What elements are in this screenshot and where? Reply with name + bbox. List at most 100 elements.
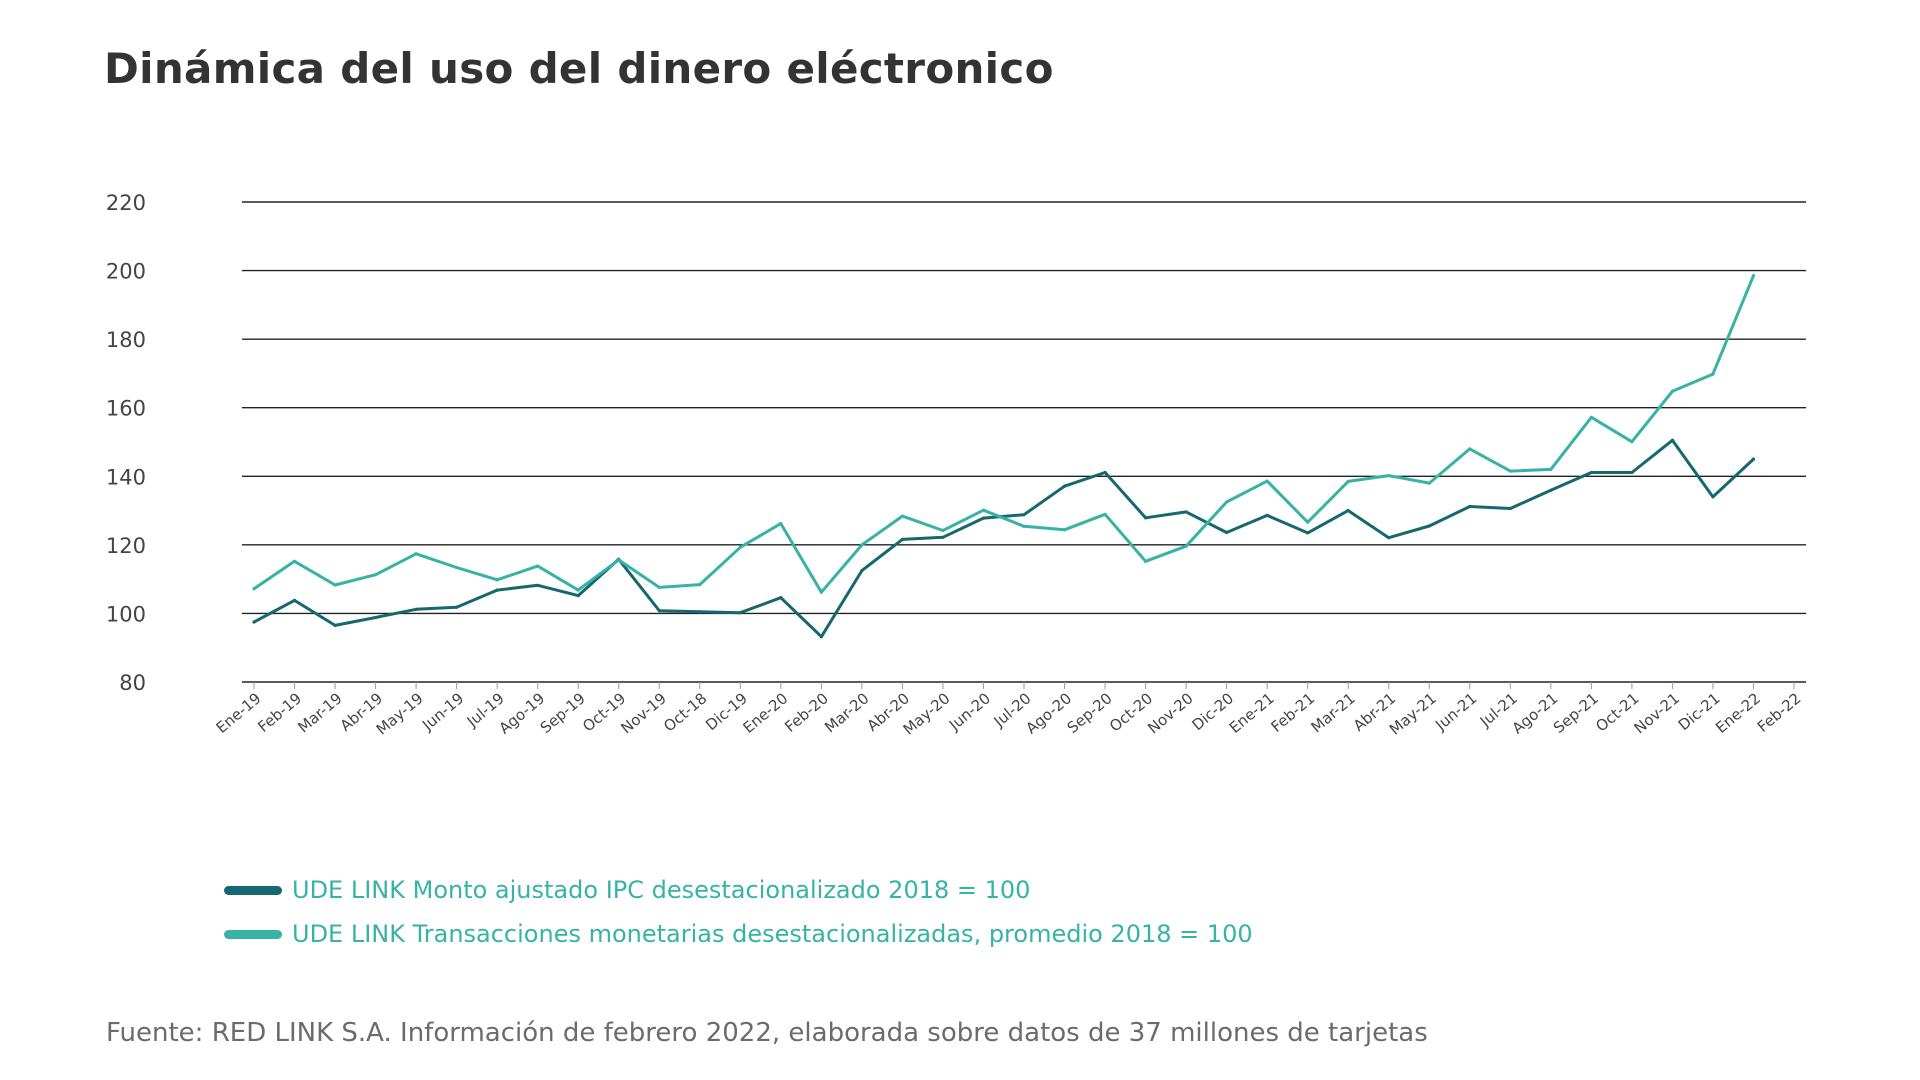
- x-tick-label: Mar-21: [1307, 689, 1358, 736]
- x-tick-label: Sep-19: [537, 689, 589, 737]
- x-tick-label: May-21: [1386, 689, 1440, 738]
- series-1-point: [1103, 512, 1107, 516]
- series-1-point: [860, 543, 864, 547]
- series-0-point: [1427, 524, 1431, 528]
- x-tick-label: Feb-19: [254, 689, 305, 736]
- series-1-point: [779, 522, 783, 526]
- y-tick-label: 200: [106, 260, 146, 284]
- series-1-point: [1184, 544, 1188, 548]
- series-0-point: [1062, 484, 1067, 488]
- series-0-point: [1468, 504, 1472, 509]
- x-tick-label: Ene-20: [739, 689, 791, 737]
- source-note: Fuente: RED LINK S.A. Información de feb…: [106, 1018, 1428, 1048]
- x-tick-label: Feb-22: [1754, 689, 1805, 736]
- series-0-point: [252, 620, 256, 624]
- series-1-point: [373, 573, 378, 577]
- series-0-point: [1346, 508, 1350, 513]
- series-0-point: [981, 516, 986, 520]
- x-tick-label: Ago-19: [496, 689, 549, 737]
- series-0-point: [1306, 531, 1310, 535]
- series-1-point: [576, 588, 580, 592]
- series-1-point: [657, 585, 661, 589]
- series-0-point: [373, 615, 378, 620]
- y-tick-label: 140: [106, 465, 146, 489]
- x-tick-label: Oct-18: [660, 689, 710, 735]
- legend-label-transacciones: UDE LINK Transacciones monetarias desest…: [292, 920, 1253, 948]
- x-tick-label: Jun-19: [418, 689, 467, 734]
- series-0-point: [819, 635, 823, 639]
- series-1-point: [617, 558, 621, 562]
- x-tick-label: Nov-19: [617, 689, 669, 737]
- y-tick-label: 80: [119, 671, 146, 695]
- series-1-point: [1265, 479, 1269, 483]
- series-1-point: [536, 564, 540, 568]
- series-1-point: [1468, 447, 1472, 451]
- series-0-point: [1751, 457, 1756, 461]
- series-0-point: [576, 594, 580, 598]
- series-0-point: [414, 607, 418, 611]
- series-0-point: [941, 535, 945, 539]
- series-1-point: [1225, 500, 1229, 504]
- series-0-point: [1143, 516, 1148, 520]
- series-0-point: [1387, 536, 1391, 540]
- series-1-point: [1346, 479, 1350, 484]
- legend-item-monto: UDE LINK Monto ajustado IPC desestaciona…: [224, 868, 1253, 912]
- x-tick-label: Sep-20: [1064, 689, 1116, 737]
- series-1-point: [252, 587, 256, 591]
- x-tick-label: May-20: [900, 689, 954, 738]
- series-1-point: [1711, 372, 1715, 376]
- legend-item-transacciones: UDE LINK Transacciones monetarias desest…: [224, 912, 1253, 956]
- y-tick-label: 120: [106, 534, 146, 558]
- series-0-point: [292, 598, 297, 603]
- x-tick-label: Feb-20: [781, 689, 832, 736]
- x-tick-label: Ene-22: [1712, 689, 1764, 737]
- series-1-point: [1022, 524, 1026, 528]
- series-0-point: [657, 609, 661, 613]
- legend: UDE LINK Monto ajustado IPC desestaciona…: [224, 868, 1253, 956]
- x-tick-label: Ago-20: [1022, 689, 1075, 737]
- series-1-point: [1387, 474, 1391, 478]
- x-tick-label: Mar-19: [294, 689, 345, 736]
- series-1-point: [495, 578, 499, 582]
- series-1-point: [981, 508, 986, 512]
- x-tick-label: Nov-21: [1631, 689, 1683, 737]
- series-1-point: [1751, 274, 1756, 278]
- series-1-point: [414, 552, 418, 556]
- x-tick-label: Jun-21: [1431, 689, 1480, 734]
- series-1-point: [941, 528, 945, 533]
- y-tick-label: 100: [106, 602, 146, 626]
- legend-label-monto: UDE LINK Monto ajustado IPC desestaciona…: [292, 876, 1031, 904]
- series-1-point: [738, 545, 742, 549]
- x-tick-label: Mar-20: [821, 689, 872, 736]
- series-1-point: [455, 565, 459, 570]
- series-1-point: [1143, 559, 1148, 563]
- series-1-point: [900, 514, 905, 518]
- series-0-point: [1670, 438, 1675, 442]
- series-1-point: [1670, 389, 1675, 393]
- series-0-point: [455, 605, 459, 609]
- series-1-point: [698, 583, 702, 587]
- y-tick-label: 160: [106, 397, 146, 421]
- x-axis-ticks: Ene-19Feb-19Mar-19Abr-19May-19Jun-19Jul-…: [213, 682, 1805, 739]
- x-tick-label: Ene-19: [213, 689, 265, 737]
- series-1-point: [1589, 415, 1593, 419]
- series-1-point: [819, 590, 823, 594]
- series-0-point: [738, 611, 742, 615]
- x-tick-label: Feb-21: [1268, 689, 1319, 736]
- x-tick-label: Jun-20: [945, 689, 994, 734]
- series-line-0: [252, 438, 1755, 639]
- series-1-point: [1508, 469, 1512, 473]
- x-tick-label: Nov-20: [1144, 689, 1196, 737]
- series-0-point: [698, 610, 702, 614]
- x-tick-label: Ene-21: [1226, 689, 1278, 737]
- series-0-point: [1508, 506, 1512, 511]
- legend-swatch-monto: [224, 885, 282, 895]
- series-0-point: [1225, 530, 1229, 535]
- y-axis-ticks: 80 100 120 140 160 180 200 220: [106, 191, 146, 695]
- series-0-point: [1711, 495, 1715, 499]
- series-0-point: [333, 623, 337, 628]
- x-tick-label: Sep-21: [1550, 689, 1602, 737]
- series-1-point: [1427, 481, 1431, 485]
- series-1-point: [333, 583, 337, 587]
